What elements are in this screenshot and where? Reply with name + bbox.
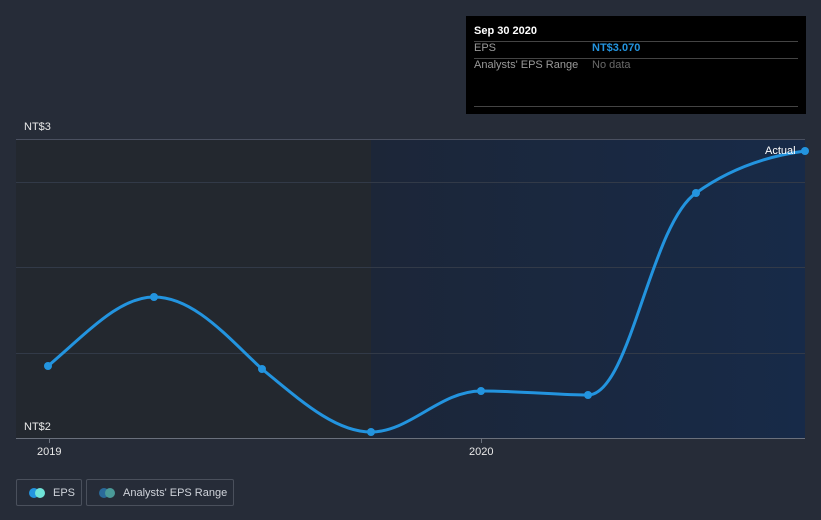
range-legend-icon <box>99 487 115 498</box>
gridline <box>16 139 805 140</box>
y-label-top: NT$3 <box>24 121 51 133</box>
tooltip-date: Sep 30 2020 <box>474 25 537 37</box>
tooltip-eps-value: NT$3.070 <box>592 42 641 54</box>
past-region <box>16 139 371 438</box>
gridline <box>16 267 805 268</box>
tooltip: Sep 30 2020 EPS NT$3.070 Analysts' EPS R… <box>466 16 806 114</box>
legend-eps-label: EPS <box>53 486 76 499</box>
gridline <box>16 353 805 354</box>
legend-range-label: Analysts' EPS Range <box>123 486 228 499</box>
x-axis <box>16 438 805 439</box>
x-tick <box>481 439 482 443</box>
forecast-region <box>371 139 805 438</box>
divider <box>474 106 798 107</box>
tooltip-eps-label: EPS <box>474 42 497 54</box>
divider <box>474 41 798 42</box>
x-label-2019: 2019 <box>37 446 62 458</box>
x-tick <box>49 439 50 443</box>
legend-eps-button[interactable]: EPS <box>16 479 82 506</box>
divider <box>474 58 798 59</box>
x-label-2020: 2020 <box>469 446 494 458</box>
y-label-bottom: NT$2 <box>24 421 51 433</box>
eps-legend-icon <box>29 487 45 498</box>
gridline <box>16 182 805 183</box>
tooltip-range-label: Analysts' EPS Range <box>474 59 579 71</box>
actual-annotation: Actual <box>765 145 796 157</box>
tooltip-range-value: No data <box>592 59 631 71</box>
legend-range-button[interactable]: Analysts' EPS Range <box>86 479 234 506</box>
